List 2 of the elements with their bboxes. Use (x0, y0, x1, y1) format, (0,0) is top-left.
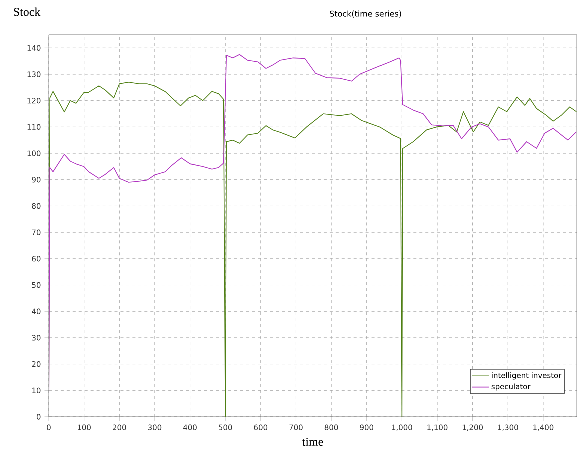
x-axis-title: time (302, 438, 324, 446)
y-axis-title: Stock (14, 8, 41, 16)
